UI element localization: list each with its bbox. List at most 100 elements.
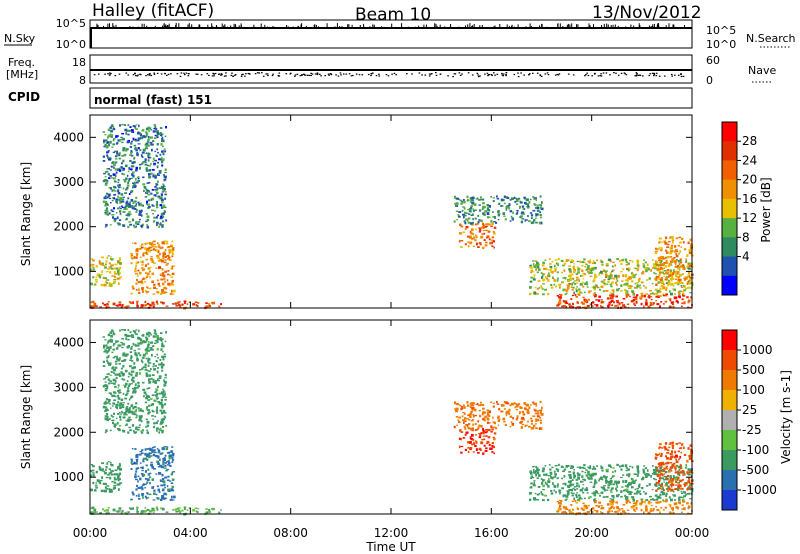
power-echo-cell xyxy=(165,219,168,222)
power-echo-cell xyxy=(469,197,473,200)
power-echo-cell xyxy=(689,276,692,279)
velocity-echo-cell xyxy=(120,341,123,344)
power-echo-cell xyxy=(139,133,143,136)
power-echo-cell xyxy=(478,219,481,222)
nave-label: Nave xyxy=(748,64,776,77)
power-echo-cell xyxy=(111,264,114,267)
power-echo-cell xyxy=(515,198,518,201)
power-echo-cell xyxy=(161,134,163,137)
power-echo-cell xyxy=(153,216,156,219)
power-echo-cell xyxy=(144,196,148,198)
power-echo-cell xyxy=(620,271,623,273)
velocity-echo-cell xyxy=(673,491,675,493)
nave-dot xyxy=(447,75,449,77)
power-echo-cell xyxy=(497,210,500,213)
velocity-echo-cell xyxy=(683,495,686,498)
velocity-echo-cell xyxy=(162,388,164,391)
power-echo-cell xyxy=(127,225,130,229)
power-echo-cell xyxy=(133,144,137,147)
power-echo-cell xyxy=(158,285,161,287)
power-echo-cell xyxy=(609,274,613,277)
velocity-echo-cell xyxy=(547,485,550,488)
velocity-echo-cell xyxy=(599,494,601,497)
velocity-echo-cell xyxy=(638,483,641,486)
power-echo-cell xyxy=(547,269,551,271)
velocity-echo-cell xyxy=(93,508,97,511)
power-echo-cell xyxy=(664,242,668,245)
power-echo-cell xyxy=(118,198,121,202)
velocity-echo-cell xyxy=(116,357,119,360)
velocity-echo-cell xyxy=(669,505,672,508)
velocity-echo-cell xyxy=(112,421,114,425)
velocity-echo-cell xyxy=(153,489,156,492)
velocity-echo-cell xyxy=(126,389,130,393)
power-echo-cell xyxy=(148,249,151,253)
velocity-echo-cell xyxy=(575,495,578,499)
nave-dot xyxy=(370,72,373,75)
velocity-echo-cell xyxy=(617,480,620,484)
velocity-echo-cell xyxy=(460,406,464,408)
power-echo-cell xyxy=(107,195,110,198)
velocity-echo-cell xyxy=(665,482,667,486)
velocity-echo-cell xyxy=(629,465,632,468)
power-echo-cell xyxy=(688,272,691,274)
power-echo-cell xyxy=(576,266,579,269)
nave-dot xyxy=(393,72,396,74)
power-echo-cell xyxy=(577,268,580,271)
velocity-echo-cell xyxy=(113,394,116,397)
nave-dot xyxy=(148,74,151,76)
power-echo-cell xyxy=(108,262,111,265)
velocity-echo-cell xyxy=(139,337,141,340)
nave-dot xyxy=(674,74,676,76)
velocity-echo-cell xyxy=(140,466,143,469)
velocity-echo-cell xyxy=(595,490,597,493)
velocity-echo-cell xyxy=(107,507,110,509)
velocity-echo-cell xyxy=(527,420,529,423)
velocity-echo-cell xyxy=(172,453,175,457)
nave-dot xyxy=(278,72,281,74)
velocity-echo-cell xyxy=(159,339,162,342)
power-echo-cell xyxy=(137,221,141,223)
power-echo-cell xyxy=(163,261,167,264)
power-echo-cell xyxy=(593,293,596,296)
velocity-echo-cell xyxy=(624,464,628,467)
velocity-echo-cell xyxy=(682,501,686,503)
colorbar-tick-label: 8 xyxy=(742,230,750,244)
velocity-echo-cell xyxy=(119,402,123,406)
power-echo-cell xyxy=(568,268,571,271)
velocity-echo-cell xyxy=(127,385,130,387)
power-echo-cell xyxy=(163,205,165,208)
nave-dot xyxy=(556,73,559,76)
power-echo-cell xyxy=(161,259,164,263)
velocity-echo-cell xyxy=(144,483,147,486)
power-echo-cell xyxy=(664,300,668,303)
power-echo-cell xyxy=(580,292,583,294)
velocity-echo-cell xyxy=(642,476,645,480)
nave-dot xyxy=(108,72,111,74)
velocity-echo-cell xyxy=(151,451,154,454)
power-echo-cell xyxy=(90,258,94,260)
power-echo-cell xyxy=(119,151,121,155)
power-echo-cell xyxy=(158,172,162,174)
nave-dot xyxy=(372,72,374,74)
power-echo-cell xyxy=(110,136,113,138)
power-echo-cell xyxy=(152,173,155,175)
power-echo-cell xyxy=(600,260,604,264)
power-echo-cell xyxy=(652,293,656,295)
power-echo-cell xyxy=(144,143,148,146)
velocity-echo-cell xyxy=(158,403,161,405)
velocity-echo-cell xyxy=(483,444,486,447)
velocity-echo-cell xyxy=(572,465,574,469)
velocity-echo-cell xyxy=(93,490,97,492)
power-echo-cell xyxy=(580,274,582,277)
power-echo-cell xyxy=(689,280,692,284)
velocity-echo-cell xyxy=(609,498,612,500)
nave-dot xyxy=(327,73,330,75)
power-echo-cell xyxy=(670,292,673,296)
power-echo-cell xyxy=(163,184,165,187)
power-echo-cell xyxy=(146,275,149,277)
velocity-echo-cell xyxy=(520,406,523,409)
velocity-echo-cell xyxy=(162,350,164,353)
nave-dot xyxy=(677,74,680,76)
power-echo-cell xyxy=(646,263,649,267)
